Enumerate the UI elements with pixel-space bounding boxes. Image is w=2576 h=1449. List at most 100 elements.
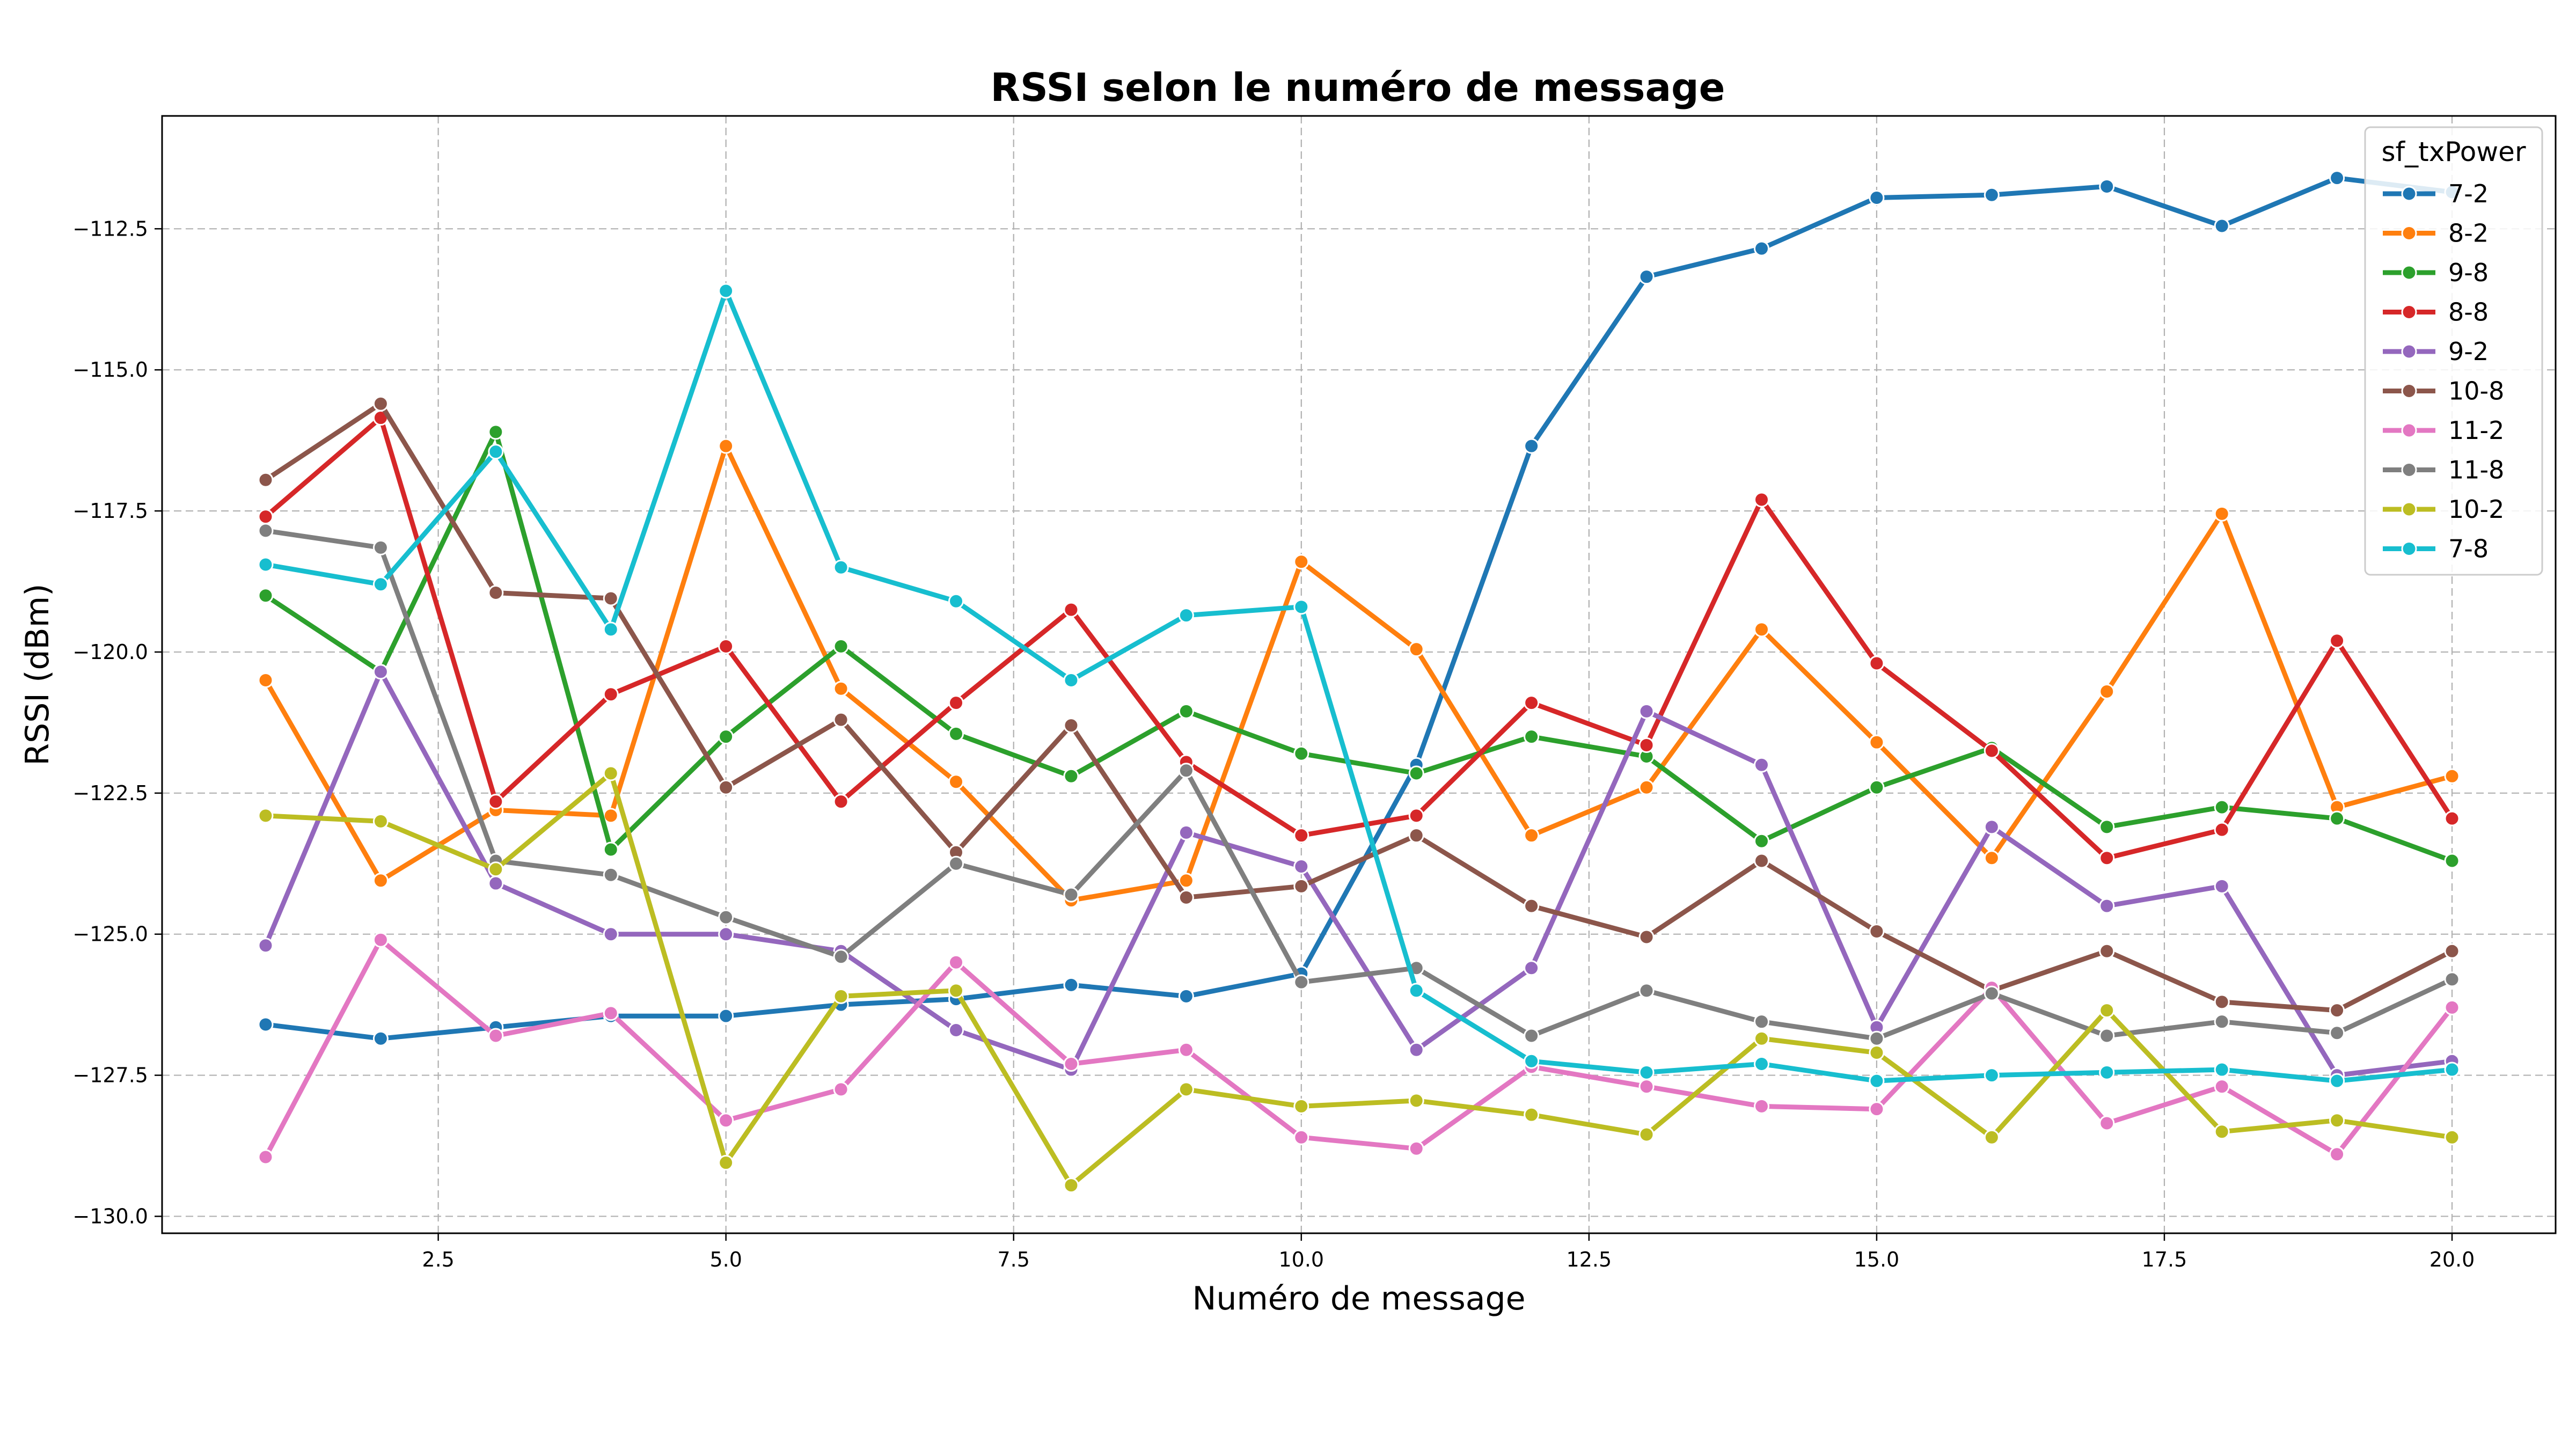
data-point — [258, 523, 274, 539]
data-point — [2214, 1014, 2230, 1030]
data-point — [603, 867, 619, 883]
data-point — [1984, 1129, 2000, 1145]
data-point — [603, 621, 619, 638]
data-point — [372, 539, 389, 555]
data-point — [258, 588, 274, 604]
data-point — [1524, 1107, 1540, 1123]
legend-marker — [2401, 186, 2417, 202]
data-point — [1984, 985, 2000, 1001]
data-point — [1178, 1042, 1194, 1058]
legend-label: 7-8 — [2448, 535, 2489, 564]
legend-marker — [2401, 343, 2417, 360]
data-point — [1524, 1053, 1540, 1069]
data-point — [1063, 672, 1079, 689]
data-point — [948, 593, 964, 609]
data-point — [718, 729, 734, 745]
data-point — [1063, 1177, 1079, 1194]
data-point — [2444, 1062, 2460, 1078]
data-point — [1869, 1073, 1885, 1089]
data-point — [1638, 737, 1655, 753]
data-point — [1408, 1093, 1424, 1109]
data-point — [2099, 1028, 2115, 1044]
legend-item-8-2: 8-2 — [2383, 219, 2489, 248]
legend-marker — [2401, 225, 2417, 241]
legend-label: 10-8 — [2448, 377, 2504, 406]
data-point — [2329, 1002, 2345, 1019]
series-line-7-8 — [263, 288, 2455, 1084]
data-point — [603, 686, 619, 702]
data-point — [258, 472, 274, 488]
data-point — [718, 1155, 734, 1171]
data-point — [833, 638, 849, 654]
data-point — [2444, 853, 2460, 869]
data-point — [1638, 1079, 1655, 1095]
data-point — [372, 576, 389, 592]
data-point — [1753, 757, 1769, 773]
series-8-2 — [258, 438, 2460, 909]
legend-label: 8-8 — [2448, 298, 2489, 327]
data-point — [1524, 729, 1540, 745]
data-point — [1524, 695, 1540, 711]
data-point — [833, 559, 849, 575]
data-point — [1178, 889, 1194, 905]
data-point — [258, 557, 274, 573]
axis-ticks: 2.5 5.0 7.5 10.0 12.5 15.0 17.5 20.0 −130.0 −127.… — [72, 217, 2475, 1271]
x-tick-label: 20.0 — [2429, 1248, 2475, 1271]
data-point — [948, 726, 964, 742]
series-layer — [258, 170, 2460, 1194]
data-point — [1638, 1064, 1655, 1080]
data-point — [1869, 923, 1885, 939]
legend: sf_txPower 7-2 8-2 9-8 8-8 9-2 10-8 11-2 11-8 10… — [2364, 126, 2543, 576]
legend-item-11-8: 11-8 — [2383, 456, 2504, 485]
data-point — [2099, 178, 2115, 194]
data-point — [718, 1008, 734, 1024]
legend-item-10-8: 10-8 — [2383, 377, 2504, 406]
data-point — [2214, 878, 2230, 894]
data-point — [1293, 878, 1309, 894]
data-point — [1638, 703, 1655, 719]
legend-marker — [2401, 265, 2417, 281]
data-point — [1638, 929, 1655, 945]
legend-marker — [2401, 422, 2417, 438]
data-point — [1869, 779, 1885, 795]
data-point — [258, 938, 274, 954]
data-point — [1984, 819, 2000, 835]
data-point — [372, 396, 389, 412]
data-point — [2329, 1113, 2345, 1129]
data-point — [1753, 492, 1769, 508]
data-point — [1408, 828, 1424, 844]
data-point — [603, 808, 619, 824]
series-line-7-2 — [263, 175, 2455, 1041]
data-point — [1063, 1056, 1079, 1072]
grid — [162, 116, 2556, 1233]
x-axis-label: Numéro de message — [1192, 1280, 1525, 1318]
data-point — [2099, 1002, 2115, 1019]
data-point — [1408, 983, 1424, 999]
data-point — [2214, 1079, 2230, 1095]
legend-label: 10-2 — [2448, 495, 2504, 524]
data-point — [1293, 1129, 1309, 1145]
data-point — [2214, 506, 2230, 522]
y-tick-label: −122.5 — [72, 781, 148, 805]
data-point — [1524, 960, 1540, 976]
data-point — [1753, 833, 1769, 849]
data-point — [2444, 971, 2460, 987]
data-point — [488, 1028, 504, 1044]
data-point — [1178, 873, 1194, 889]
data-point — [2444, 810, 2460, 826]
legend-title: sf_txPower — [2381, 136, 2526, 167]
data-point — [833, 680, 849, 697]
data-point — [948, 695, 964, 711]
y-tick-label: −127.5 — [72, 1064, 148, 1087]
data-point — [258, 672, 274, 689]
data-point — [1638, 269, 1655, 285]
y-tick-label: −120.0 — [72, 640, 148, 664]
data-point — [2214, 994, 2230, 1010]
legend-marker — [2401, 462, 2417, 478]
data-point — [2214, 799, 2230, 815]
data-point — [488, 794, 504, 810]
data-point — [1408, 765, 1424, 781]
data-point — [2444, 1129, 2460, 1145]
data-point — [1753, 1014, 1769, 1030]
x-tick-label: 10.0 — [1278, 1248, 1324, 1271]
